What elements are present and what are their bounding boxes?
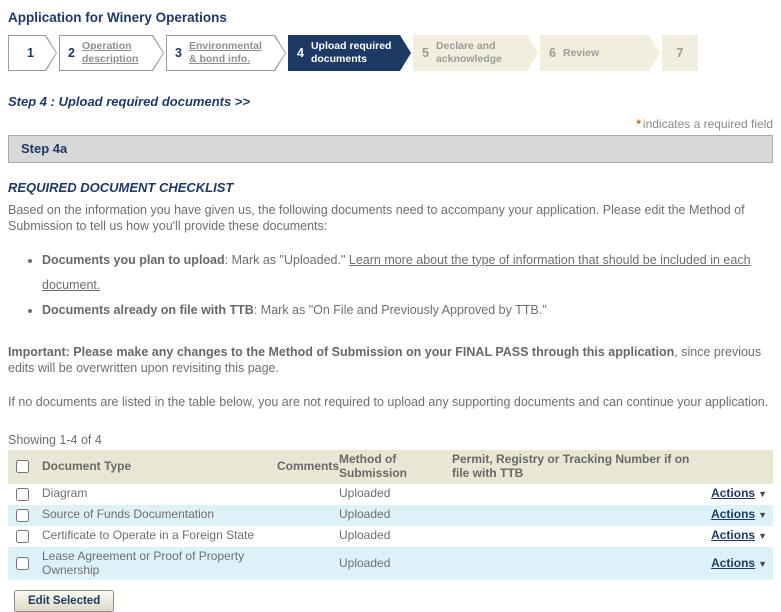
header-permit: Permit, Registry or Tracking Number if o… xyxy=(448,450,705,484)
page-title: Application for Winery Operations xyxy=(8,10,227,25)
caret-down-icon[interactable]: ▼ xyxy=(758,531,767,542)
bullet-upload: Documents you plan to upload: Mark as "U… xyxy=(42,248,773,298)
wizard-step-4-current: 4 Upload required documents xyxy=(288,35,411,71)
step-arrow-shape xyxy=(288,35,411,71)
step-label: Environmental & bond info. xyxy=(189,40,272,65)
table-row: Lease Agreement or Proof of Property Own… xyxy=(8,546,773,581)
wizard-step-3[interactable]: 3 Environmental & bond info. xyxy=(166,35,286,71)
required-note-text: indicates a required field xyxy=(642,117,773,131)
step-2-link[interactable]: Operation description xyxy=(81,40,139,65)
table-row: Source of Funds Documentation Uploaded A… xyxy=(8,504,773,526)
important-rest: , since previous edits will be overwritt… xyxy=(8,344,762,375)
actions-link[interactable]: Actions xyxy=(711,486,756,501)
step-arrow-fill xyxy=(9,36,56,70)
wizard-step-2[interactable]: 2 Operation description xyxy=(59,35,164,71)
caret-down-icon[interactable]: ▼ xyxy=(758,489,767,500)
step-number: 1 xyxy=(27,46,34,60)
caret-down-icon[interactable]: ▼ xyxy=(758,510,767,521)
step-number: 3 xyxy=(175,46,182,60)
cell-comments xyxy=(273,504,335,526)
showing-count: Showing 1-4 of 4 xyxy=(8,433,102,448)
bullet-on-file: Documents already on file with TTB: Mark… xyxy=(42,298,773,323)
cell-permit xyxy=(448,546,705,581)
step-number: 2 xyxy=(68,46,75,60)
required-field-note: * indicates a required field xyxy=(8,117,773,131)
important-note: Important: Please make any changes to th… xyxy=(8,344,773,377)
checklist-title: REQUIRED DOCUMENT CHECKLIST xyxy=(8,180,234,195)
step-label: Upload required documents xyxy=(310,40,392,65)
step-number: 4 xyxy=(297,46,304,60)
cell-permit xyxy=(448,504,705,526)
cell-method: Uploaded xyxy=(335,504,448,526)
table-row: Diagram Uploaded Actions ▼ xyxy=(8,484,773,505)
cell-document-type: Certificate to Operate in a Foreign Stat… xyxy=(42,528,255,543)
wizard-step-5: 5 Declare and acknowledge xyxy=(413,35,538,71)
actions-link[interactable]: Actions xyxy=(711,555,756,570)
header-actions xyxy=(705,450,773,484)
row-checkbox[interactable] xyxy=(16,529,29,543)
step-arrow-shape xyxy=(413,35,538,71)
step-3-link[interactable]: Environmental & bond info. xyxy=(188,40,262,65)
cell-comments xyxy=(273,484,335,505)
table-header-row: Document Type Comments Method of Submiss… xyxy=(8,450,773,484)
no-documents-note: If no documents are listed in the table … xyxy=(8,395,769,409)
document-checklist-table: Document Type Comments Method of Submiss… xyxy=(8,450,773,581)
cell-comments xyxy=(273,526,335,547)
cell-comments xyxy=(273,546,335,581)
row-checkbox[interactable] xyxy=(16,508,29,522)
step-label: Operation description xyxy=(82,40,150,65)
learn-more-link[interactable]: Learn more about the type of information… xyxy=(42,252,751,292)
actions-link[interactable]: Actions xyxy=(711,528,756,543)
section-bar-step-4a: Step 4a xyxy=(8,135,773,163)
bullet-bold-text: Documents already on file with TTB xyxy=(42,302,254,317)
step-arrow-fill xyxy=(60,36,163,70)
caret-down-icon[interactable]: ▼ xyxy=(758,558,767,569)
header-checkbox-cell xyxy=(8,450,38,484)
step-number: 5 xyxy=(422,46,429,60)
bullet-text: : Mark as "Uploaded." xyxy=(224,252,349,267)
bullet-text: : Mark as "On File and Previously Approv… xyxy=(253,302,547,317)
cell-method: Uploaded xyxy=(339,486,391,501)
step-label: Review xyxy=(562,46,600,59)
step-arrow-fill xyxy=(167,36,285,70)
instruction-list: Documents you plan to upload: Mark as "U… xyxy=(8,248,773,323)
edit-selected-button[interactable]: Edit Selected xyxy=(14,590,115,612)
header-document-type: Document Type xyxy=(38,450,273,484)
select-all-checkbox[interactable] xyxy=(16,460,29,474)
cell-method: Uploaded xyxy=(339,528,391,543)
actions-link[interactable]: Actions xyxy=(711,507,756,522)
header-method: Method of Submission xyxy=(335,450,448,484)
table-row: Certificate to Operate in a Foreign Stat… xyxy=(8,526,773,547)
step-heading: Step 4 : Upload required documents >> xyxy=(8,94,250,109)
cell-permit xyxy=(448,484,705,505)
required-asterisk: * xyxy=(636,117,641,131)
cell-document-type: Diagram xyxy=(42,486,88,501)
wizard-step-1[interactable]: 1 xyxy=(8,35,57,71)
header-comments: Comments xyxy=(273,450,339,484)
step-arrow-shape xyxy=(540,35,660,71)
step-label: Declare and acknowledge xyxy=(435,40,502,65)
wizard-step-6: 6 Review xyxy=(540,35,660,71)
cell-permit xyxy=(448,526,705,547)
step-wizard: 1 2 Operation description 3 Environmenta… xyxy=(8,35,773,71)
checklist-intro: Based on the information you have given … xyxy=(8,203,745,234)
row-checkbox[interactable] xyxy=(16,487,29,501)
step-number: 7 xyxy=(676,46,684,60)
cell-document-type: Source of Funds Documentation xyxy=(38,504,273,526)
cell-document-type: Lease Agreement or Proof of Property Own… xyxy=(38,546,273,581)
important-bold: Important: Please make any changes to th… xyxy=(8,344,675,359)
row-checkbox[interactable] xyxy=(16,557,29,571)
bullet-bold-text: Documents you plan to upload xyxy=(42,252,225,267)
step-number: 6 xyxy=(549,46,556,60)
cell-method: Uploaded xyxy=(335,546,448,581)
wizard-step-7: 7 xyxy=(662,35,698,71)
